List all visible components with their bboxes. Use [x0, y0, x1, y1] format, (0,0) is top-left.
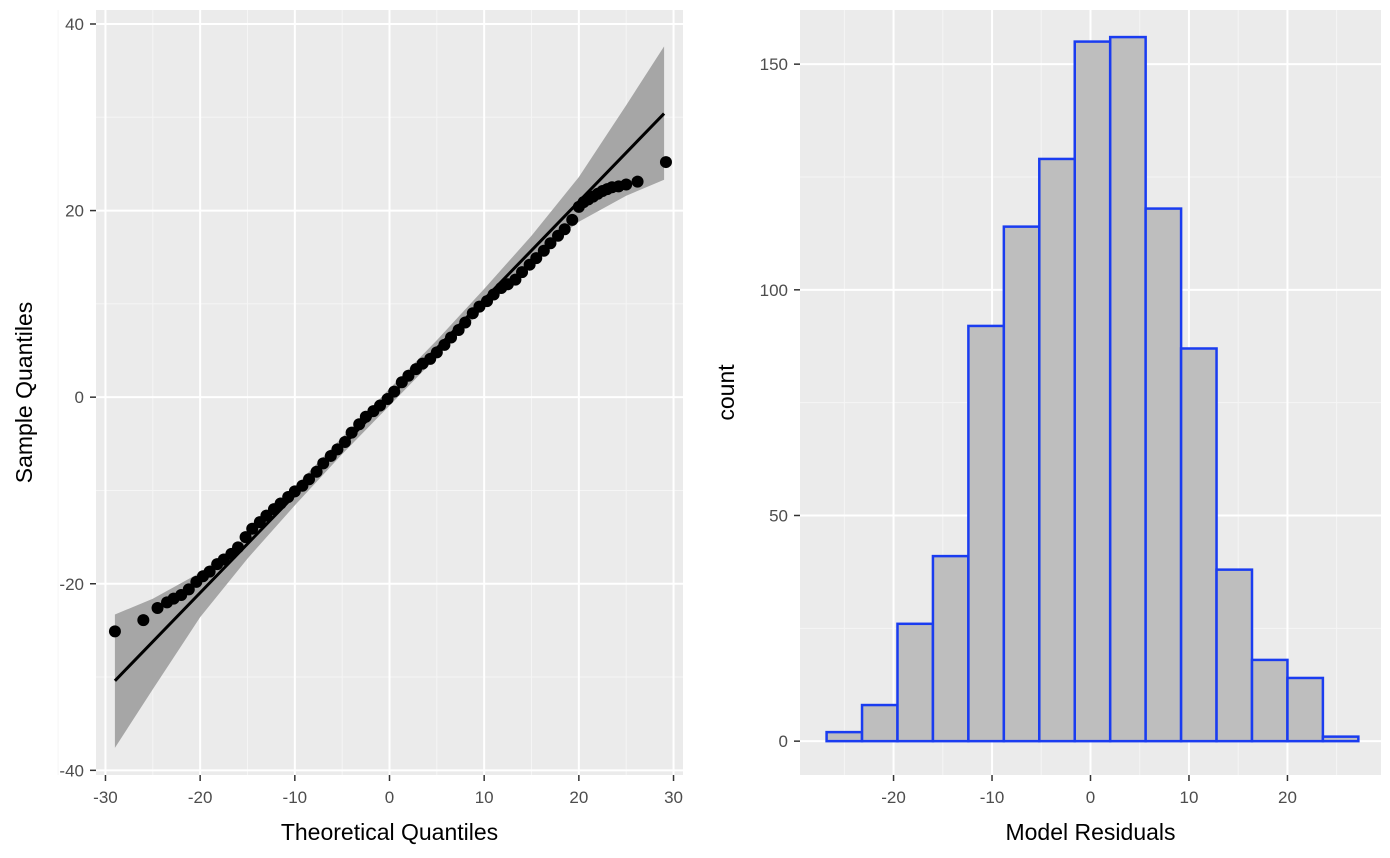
qq-point [239, 531, 252, 544]
hist-y-tick-label: 0 [779, 732, 788, 751]
qq-point [303, 473, 316, 486]
qq-point [430, 346, 443, 359]
histogram-bar [1321, 735, 1360, 743]
qq-point [620, 178, 633, 191]
qq-x-axis-ticks: -30 -20 -10 0 10 20 30 [93, 775, 683, 807]
qq-x-tick-label: 30 [664, 788, 683, 807]
hist-x-tick-label: -20 [881, 788, 906, 807]
histogram-bar [1073, 40, 1112, 743]
histogram-bars [825, 35, 1360, 743]
qq-plot-panel: -30 -20 -10 0 10 20 30 -40 -20 0 20 40 Theoretical… [11, 10, 683, 845]
qq-y-tick-label: 20 [65, 202, 84, 221]
qq-point [659, 156, 672, 169]
qq-y-tick-label: -40 [59, 761, 84, 780]
qq-point [137, 614, 150, 627]
histogram-bar [1286, 676, 1325, 743]
qq-point [182, 583, 195, 596]
histogram-bar [1215, 568, 1254, 743]
histogram-y-axis-title: count [713, 364, 739, 421]
hist-x-tick-label: 20 [1278, 788, 1297, 807]
histogram-bar [825, 730, 864, 743]
qq-point [558, 223, 571, 236]
qq-point [445, 331, 458, 344]
hist-y-tick-label: 100 [760, 281, 788, 300]
qq-point [232, 541, 245, 554]
qq-points [108, 156, 672, 638]
hist-x-tick-label: 10 [1180, 788, 1199, 807]
qq-y-axis-ticks: -40 -20 0 20 40 [59, 15, 96, 780]
qq-point [108, 625, 121, 638]
qq-x-tick-label: 20 [569, 788, 588, 807]
qq-point [516, 266, 529, 279]
histogram-bar [1179, 347, 1218, 743]
qq-point [310, 465, 323, 478]
qq-y-axis-title: Sample Quantiles [11, 302, 37, 484]
histogram-panel: -20 -10 0 10 20 0 50 100 150 Model Residuals co… [713, 10, 1381, 845]
qq-x-tick-label: 10 [475, 788, 494, 807]
histogram-y-axis-ticks: 0 50 100 150 [760, 55, 800, 751]
histogram-bar [1144, 207, 1183, 743]
qq-x-tick-label: 0 [385, 788, 394, 807]
histogram-bar [1002, 225, 1041, 743]
histogram-bar [1250, 658, 1289, 743]
qq-point [203, 565, 216, 578]
qq-x-axis-title: Theoretical Quantiles [281, 819, 498, 845]
qq-point [544, 237, 557, 250]
qq-point [459, 316, 472, 329]
qq-point [317, 457, 330, 470]
histogram-bar [931, 554, 970, 743]
qq-point [566, 213, 579, 226]
qq-y-tick-label: 0 [75, 388, 84, 407]
qq-y-tick-label: -20 [59, 575, 84, 594]
qq-x-tick-label: -30 [93, 788, 118, 807]
qq-point [331, 443, 344, 456]
qq-point [345, 426, 358, 439]
histogram-bar [896, 622, 935, 743]
hist-y-tick-label: 50 [769, 506, 788, 525]
histogram-bar [860, 703, 899, 743]
histogram-x-axis-title: Model Residuals [1005, 819, 1175, 845]
hist-y-tick-label: 150 [760, 55, 788, 74]
histogram-x-axis-ticks: -20 -10 0 10 20 [881, 775, 1297, 807]
hist-x-tick-label: 0 [1086, 788, 1095, 807]
hist-x-tick-label: -10 [980, 788, 1005, 807]
qq-point [530, 252, 543, 265]
qq-x-tick-label: -20 [188, 788, 213, 807]
histogram-bar [1038, 157, 1076, 743]
qq-x-tick-label: -10 [283, 788, 308, 807]
qq-y-tick-label: 40 [65, 15, 84, 34]
histogram-bar [967, 324, 1006, 743]
histogram-bar [1108, 35, 1147, 743]
qq-point [339, 435, 352, 448]
qq-point [631, 175, 644, 188]
qq-point [388, 385, 401, 398]
qq-point [151, 602, 164, 615]
